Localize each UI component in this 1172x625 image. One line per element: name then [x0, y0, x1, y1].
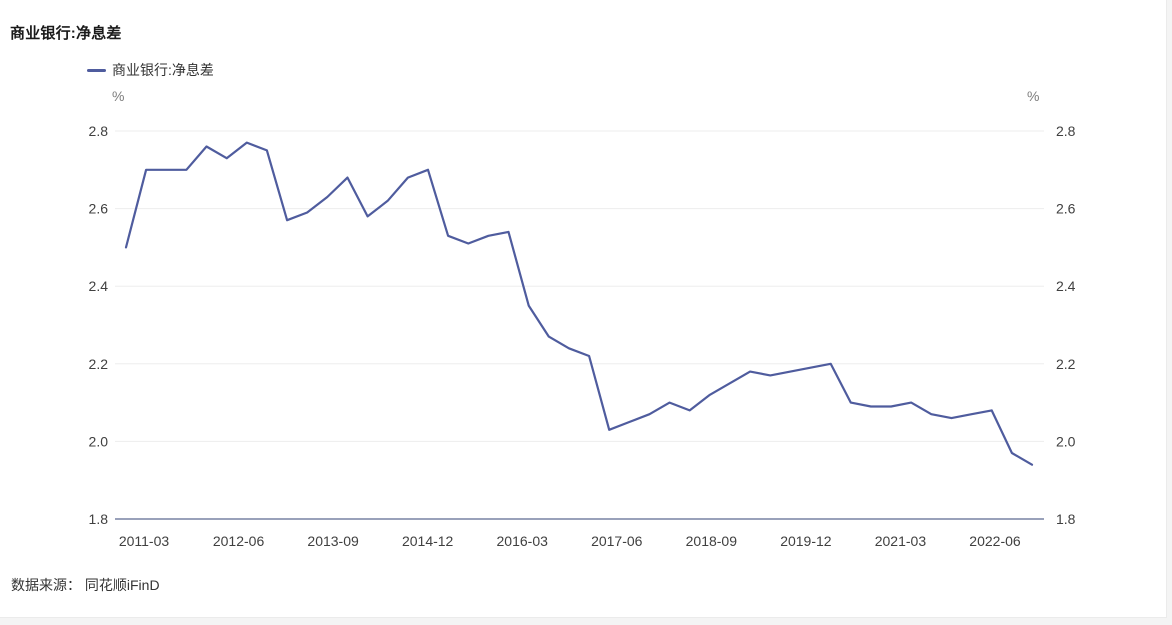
x-tick-label: 2017-06: [591, 533, 643, 549]
y-tick-label-right: 2.4: [1056, 278, 1076, 294]
y-axis-unit-left: %: [112, 88, 125, 104]
y-tick-label-right: 1.8: [1056, 511, 1076, 527]
x-tick-label: 2012-06: [213, 533, 265, 549]
x-tick-label: 2014-12: [402, 533, 454, 549]
legend-label: 商业银行:净息差: [112, 62, 214, 78]
y-tick-label-left: 2.4: [89, 278, 109, 294]
legend-item[interactable]: 商业银行:净息差: [87, 62, 214, 78]
y-tick-label-right: 2.0: [1056, 433, 1076, 449]
y-tick-label-left: 2.8: [89, 123, 109, 139]
chart-title: 商业银行:净息差: [10, 25, 122, 42]
y-tick-label-left: 2.2: [89, 356, 109, 372]
x-tick-label: 2016-03: [497, 533, 549, 549]
y-tick-label-left: 2.6: [89, 201, 109, 217]
x-tick-label: 2019-12: [780, 533, 832, 549]
y-axis-unit-right: %: [1027, 88, 1040, 104]
y-tick-label-right: 2.2: [1056, 356, 1076, 372]
y-tick-label-right: 2.8: [1056, 123, 1076, 139]
x-tick-label: 2021-03: [875, 533, 927, 549]
x-tick-label: 2018-09: [686, 533, 738, 549]
data-source-note: 数据来源： 同花顺iFinD: [11, 577, 160, 593]
series-line-net-interest-margin: [124, 141, 1034, 466]
x-tick-label: 2022-06: [969, 533, 1021, 549]
x-tick-label: 2013-09: [307, 533, 359, 549]
x-tick-label: 2011-03: [119, 533, 170, 549]
y-tick-label-left: 1.8: [89, 511, 109, 527]
legend-line-marker: [87, 68, 106, 72]
y-tick-label-right: 2.6: [1056, 201, 1076, 217]
y-tick-label-left: 2.0: [89, 433, 109, 449]
